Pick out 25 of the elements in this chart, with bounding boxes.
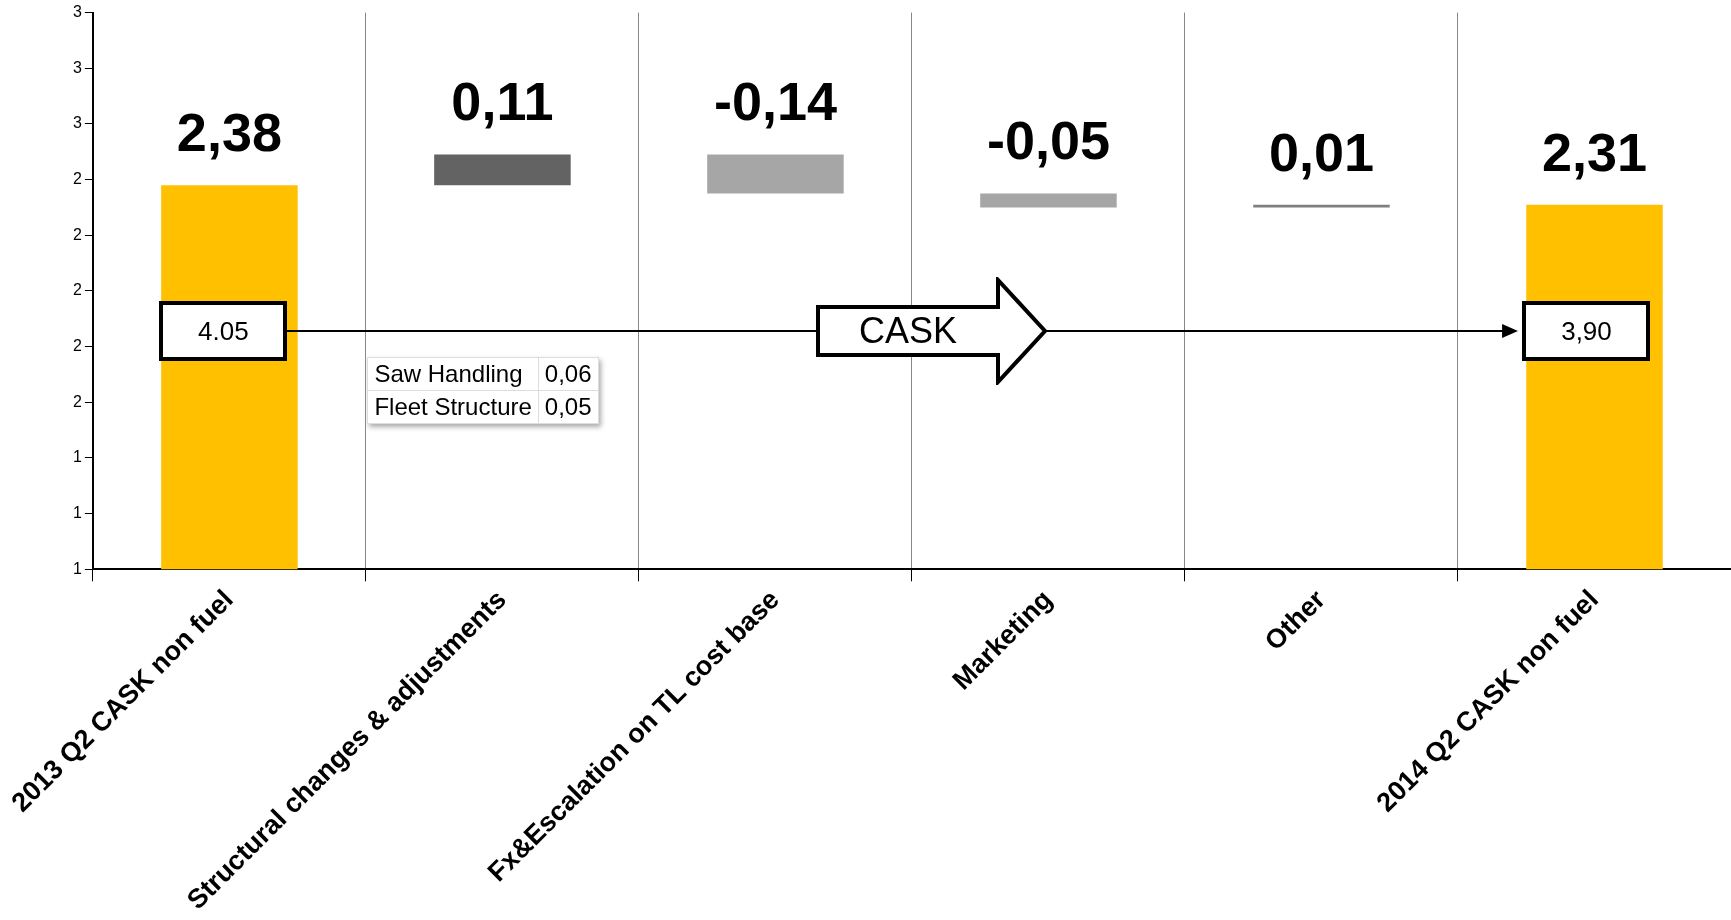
- y-tick-label: 2: [72, 337, 82, 355]
- block-arrow: CASK: [815, 277, 1048, 386]
- data-label: -0,14: [713, 71, 837, 132]
- annotation: Saw Handling: [367, 357, 539, 391]
- y-tick-label: 3: [72, 114, 82, 132]
- y-tick-label: 1: [72, 448, 82, 466]
- data-label: 0,01: [1268, 121, 1375, 182]
- y-tick-label: 2: [72, 170, 82, 188]
- annotation: 0,06: [538, 357, 599, 391]
- y-tick-label: 2: [72, 281, 82, 299]
- data-label: 2,31: [1541, 121, 1648, 182]
- y-tick-label: 1: [72, 504, 82, 522]
- data-label: 2,38: [176, 102, 282, 163]
- y-tick-label: 3: [72, 3, 82, 21]
- annotation: 3,90: [1522, 301, 1651, 362]
- y-tick-label: 1: [72, 559, 82, 577]
- annotation: 4.05: [159, 301, 288, 362]
- data-label: 0,11: [451, 71, 554, 132]
- data-label: -0,05: [986, 110, 1110, 171]
- annotation: 0,05: [538, 390, 599, 424]
- y-tick-label: 3: [72, 58, 82, 76]
- annotation: Fleet Structure: [367, 390, 539, 424]
- y-tick-label: 2: [72, 392, 82, 410]
- y-tick-label: 2: [72, 225, 82, 243]
- annotation: CASK: [857, 309, 958, 354]
